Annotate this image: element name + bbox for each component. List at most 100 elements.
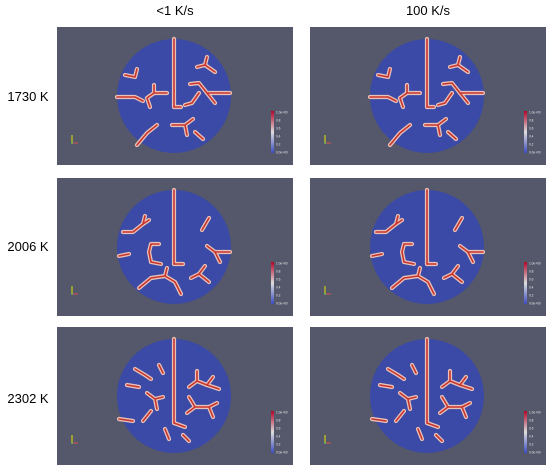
grain-boundary bbox=[442, 82, 484, 94]
grain-boundary bbox=[146, 84, 155, 108]
axes-triad bbox=[324, 286, 331, 295]
grain-boundary bbox=[150, 261, 162, 265]
colorbar-tick-label: 0.0e+00 bbox=[276, 451, 288, 455]
colorbar-tick-label: 0.4 bbox=[276, 435, 281, 439]
grain-boundary bbox=[134, 368, 152, 380]
panel-svg: 1.0e+00 0.8 0.6 0.4 0.2 0.0e+00 bbox=[71, 336, 288, 455]
colorbar-tick-label: 0.6 bbox=[276, 278, 281, 282]
grain-boundary bbox=[164, 428, 170, 440]
panel-svg: 1.0e+00 0.8 0.6 0.4 0.2 0.0e+00 bbox=[71, 36, 288, 155]
grain-boundary bbox=[411, 364, 417, 374]
colorbar: 1.0e+00 0.8 0.6 0.4 0.2 0.0e+00 bbox=[524, 111, 541, 155]
grain-boundary bbox=[371, 418, 387, 422]
colorbar-tick-label: 0.8 bbox=[276, 419, 281, 423]
colorbar-tick-label: 0.4 bbox=[276, 135, 281, 139]
colorbar-tick-label: 0.2 bbox=[276, 143, 281, 147]
grain-boundary bbox=[426, 422, 439, 428]
colorbar-tick-label: 0.4 bbox=[529, 435, 534, 439]
axes-triad bbox=[71, 435, 78, 444]
grain-boundary bbox=[395, 215, 399, 225]
colorbar-tick-label: 0.2 bbox=[276, 294, 281, 298]
grain-boundary bbox=[116, 96, 144, 102]
grain-boundary bbox=[461, 402, 471, 408]
colorbar-tick-label: 0.0e+00 bbox=[529, 451, 541, 455]
colorbar-tick-label: 0.2 bbox=[529, 294, 534, 298]
colorbar: 1.0e+00 0.8 0.6 0.4 0.2 0.0e+00 bbox=[524, 262, 541, 306]
grain-boundary bbox=[126, 384, 140, 388]
row-label-1730: 1730 K bbox=[7, 89, 49, 104]
simulation-panel: 1.0e+00 0.8 0.6 0.4 0.2 0.0e+00 bbox=[310, 327, 546, 465]
colorbar-gradient bbox=[271, 262, 274, 304]
grain-boundary bbox=[371, 253, 383, 257]
grain-boundary bbox=[369, 96, 397, 102]
colorbar-tick-label: 0.8 bbox=[276, 270, 281, 274]
grain-boundary bbox=[118, 253, 130, 257]
axis-z bbox=[71, 442, 73, 444]
grain-boundary bbox=[184, 92, 200, 106]
grain-boundary bbox=[136, 124, 158, 146]
grain-boundary-network bbox=[369, 187, 486, 297]
simulation-panel: 1.0e+00 0.8 0.6 0.4 0.2 0.0e+00 bbox=[57, 178, 293, 316]
grain-boundary bbox=[387, 368, 405, 380]
colorbar-tick-label: 1.0e+00 bbox=[529, 111, 541, 115]
grain-boundary bbox=[437, 118, 447, 126]
grain-boundary bbox=[124, 68, 138, 78]
simulation-panel: 1.0e+00 0.8 0.6 0.4 0.2 0.0e+00 bbox=[57, 327, 293, 465]
grain-boundary-network bbox=[114, 36, 233, 148]
colorbar-tick-label: 0.8 bbox=[529, 270, 534, 274]
colorbar: 1.0e+00 0.8 0.6 0.4 0.2 0.0e+00 bbox=[524, 411, 541, 455]
row-label-2006: 2006 K bbox=[7, 239, 49, 254]
simulation-panel: 1.0e+00 0.8 0.6 0.4 0.2 0.0e+00 bbox=[57, 27, 293, 165]
axis-z bbox=[71, 293, 73, 295]
grain-boundary bbox=[182, 434, 190, 442]
colorbar-tick-label: 0.4 bbox=[529, 286, 534, 290]
axis-z bbox=[324, 442, 326, 444]
grain-boundary bbox=[377, 68, 391, 78]
row-label-2302: 2302 K bbox=[7, 391, 49, 406]
grain-boundary bbox=[164, 267, 168, 277]
grain-boundary bbox=[451, 265, 459, 275]
grain-boundary bbox=[201, 217, 210, 231]
grain-boundary-network bbox=[116, 187, 233, 297]
colorbar: 1.0e+00 0.8 0.6 0.4 0.2 0.0e+00 bbox=[271, 262, 288, 306]
grain-boundary bbox=[437, 92, 453, 106]
grain-boundary bbox=[457, 64, 469, 73]
grain-boundary bbox=[118, 418, 134, 422]
colorbar-tick-label: 0.0e+00 bbox=[529, 302, 541, 306]
axis-z bbox=[71, 142, 73, 144]
grain-boundary bbox=[173, 422, 186, 428]
grain-boundary bbox=[189, 82, 231, 94]
grain-boundary bbox=[208, 402, 218, 408]
colorbar: 1.0e+00 0.8 0.6 0.4 0.2 0.0e+00 bbox=[271, 411, 288, 455]
colorbar-tick-label: 1.0e+00 bbox=[276, 411, 288, 415]
grain-boundary bbox=[375, 219, 403, 233]
grain-boundary bbox=[142, 215, 146, 225]
colorbar-gradient bbox=[271, 411, 274, 453]
grain-boundary bbox=[403, 261, 415, 265]
colorbar-tick-label: 0.2 bbox=[276, 443, 281, 447]
grain-boundary bbox=[158, 364, 164, 374]
grain-boundary bbox=[459, 384, 473, 390]
colorbar-tick-label: 1.0e+00 bbox=[529, 411, 541, 415]
colorbar-tick-label: 0.2 bbox=[529, 443, 534, 447]
colorbar-tick-label: 0.4 bbox=[276, 286, 281, 290]
grain-boundary bbox=[194, 131, 204, 140]
simulation-panel: 1.0e+00 0.8 0.6 0.4 0.2 0.0e+00 bbox=[310, 27, 546, 165]
colorbar: 1.0e+00 0.8 0.6 0.4 0.2 0.0e+00 bbox=[271, 111, 288, 155]
colorbar-gradient bbox=[524, 411, 527, 453]
colorbar-gradient bbox=[271, 111, 274, 153]
panel-svg: 1.0e+00 0.8 0.6 0.4 0.2 0.0e+00 bbox=[324, 336, 541, 455]
simulation-panel: 1.0e+00 0.8 0.6 0.4 0.2 0.0e+00 bbox=[310, 178, 546, 316]
column-header-fast: 100 K/s bbox=[405, 3, 451, 18]
colorbar-tick-label: 0.0e+00 bbox=[276, 302, 288, 306]
colorbar-tick-label: 0.8 bbox=[529, 119, 534, 123]
axes-triad bbox=[324, 435, 331, 444]
axis-z bbox=[324, 142, 326, 144]
grain-boundary-network bbox=[367, 36, 486, 148]
colorbar-tick-label: 0.4 bbox=[529, 135, 534, 139]
grain-boundary bbox=[142, 410, 152, 422]
grain-boundary bbox=[459, 92, 469, 104]
colorbar-gradient bbox=[524, 262, 527, 304]
panel-svg: 1.0e+00 0.8 0.6 0.4 0.2 0.0e+00 bbox=[324, 187, 541, 306]
grain-boundary bbox=[379, 384, 393, 388]
